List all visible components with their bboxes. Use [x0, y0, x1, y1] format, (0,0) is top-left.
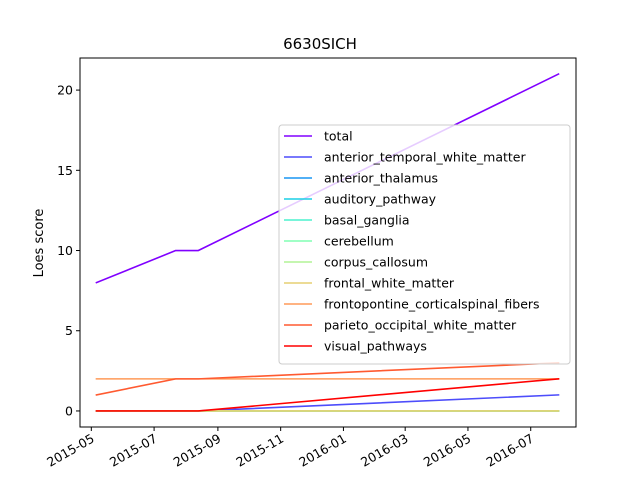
- legend: total anterior_temporal_white_matteranter…: [278, 124, 571, 365]
- legend-label: total: [324, 129, 353, 144]
- series-layer: [95, 72, 560, 412]
- legend-label: basal_ganglia: [324, 213, 410, 228]
- legend-label: corpus_callosum: [324, 255, 428, 270]
- legend-label: visual_pathways: [324, 339, 427, 354]
- y-tick-label: 15: [57, 163, 73, 178]
- y-tick-label: 0: [65, 403, 73, 418]
- legend-label: frontopontine_corticalspinal_fibers: [324, 297, 540, 312]
- y-tick-label: 5: [65, 323, 73, 338]
- legend-label: anterior_thalamus: [324, 171, 438, 186]
- series-line-visual-pathways: [95, 378, 560, 412]
- legend-label: auditory_pathway: [324, 192, 437, 207]
- y-tick-label: 20: [57, 83, 73, 98]
- legend-label: anterior_temporal_white_matter: [324, 150, 526, 165]
- legend-label: parieto_occipital_white_matter: [324, 318, 517, 333]
- legend-label: frontal_white_matter: [324, 276, 455, 291]
- legend-label: cerebellum: [324, 234, 394, 249]
- y-tick-label: 10: [57, 243, 73, 258]
- legend-box: [278, 124, 571, 365]
- chart-title: 6630SICH: [283, 35, 357, 53]
- series-line-parieto-occipital-white-matter: [95, 361, 560, 396]
- plot-frame: [79, 57, 577, 428]
- y-axis-label: Loes score: [32, 209, 47, 278]
